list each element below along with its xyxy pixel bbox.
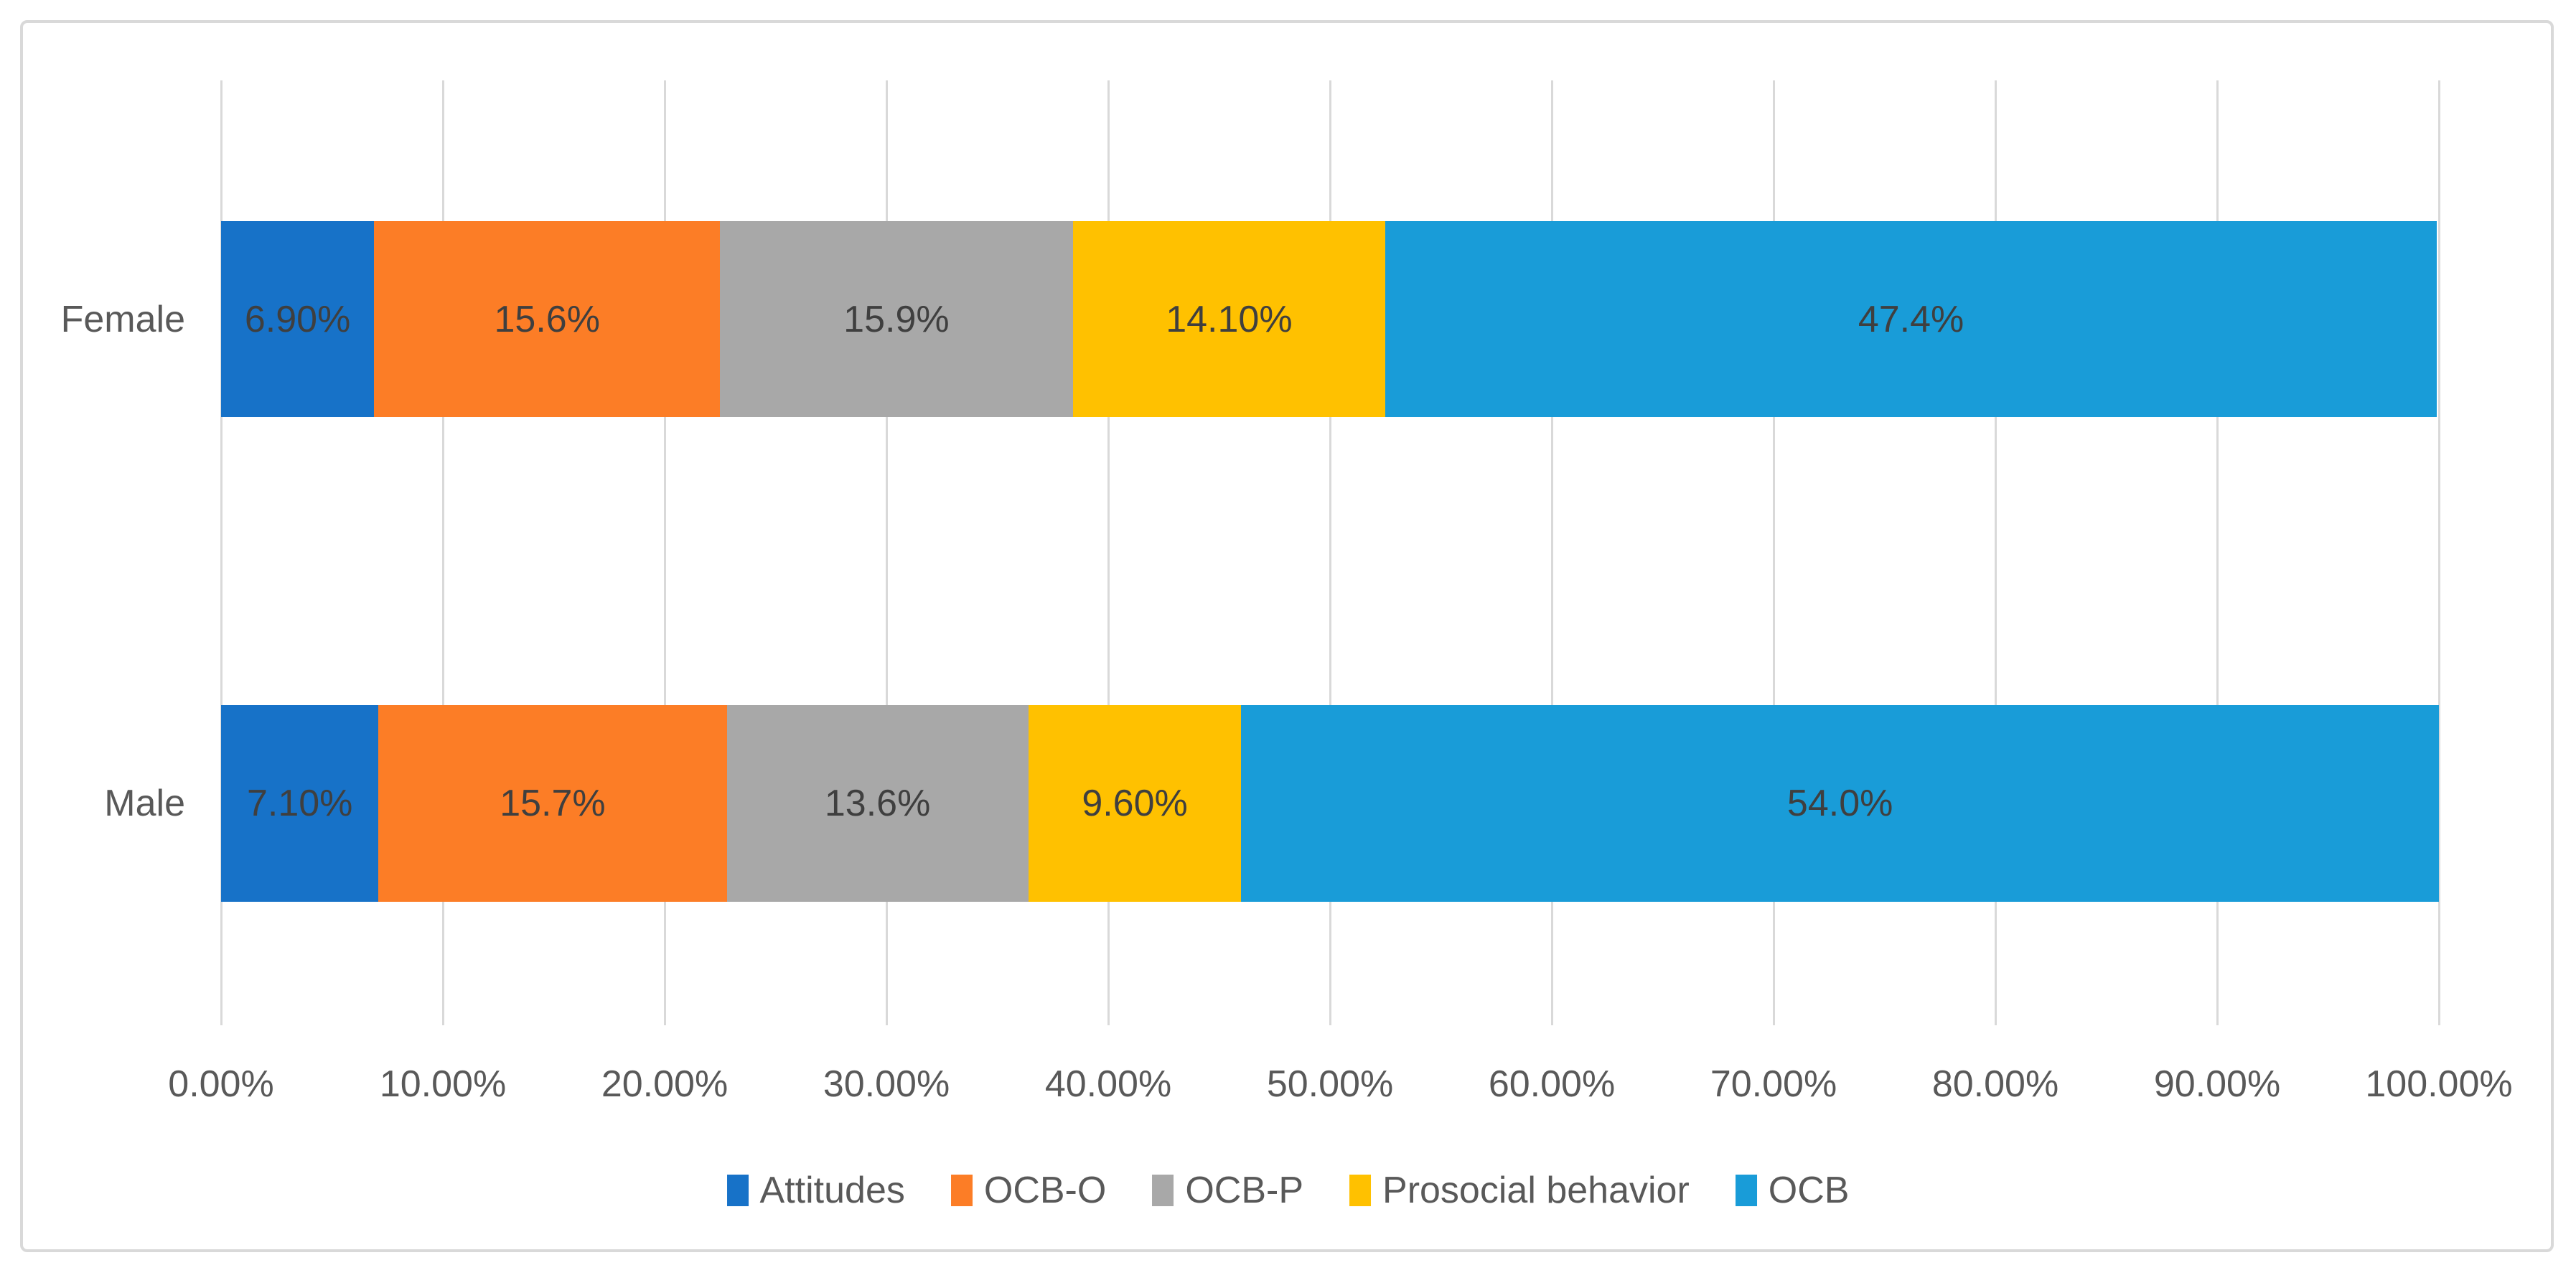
bar-segment-ocb-p: 15.9%	[720, 221, 1073, 417]
bar-segment-ocb: 54.0%	[1241, 705, 2439, 902]
gridline	[886, 80, 888, 1025]
bar-segment-ocb-p: 13.6%	[726, 705, 1029, 902]
legend-label: OCB-O	[983, 1170, 1107, 1211]
gridline	[1329, 80, 1331, 1025]
bar-value-label: 9.60%	[1082, 783, 1188, 824]
bar-segment-attitudes: 6.90%	[221, 221, 375, 417]
legend-item-ocb-p: OCB-P	[1152, 1169, 1303, 1212]
legend-swatch	[1735, 1175, 1757, 1206]
bar-value-label: 15.6%	[494, 298, 600, 340]
x-tick-label: 0.00%	[168, 1063, 274, 1105]
legend-item-ocb: OCB	[1735, 1169, 1850, 1212]
x-tick-label: 100.00%	[2365, 1063, 2513, 1105]
bar-segment-ocb-o: 15.7%	[378, 705, 727, 902]
category-label-female: Female	[60, 298, 185, 340]
legend-label: OCB-P	[1185, 1170, 1304, 1211]
bar-segment-prosocial-behavior: 9.60%	[1028, 705, 1242, 902]
gridline	[1551, 80, 1553, 1025]
gridline	[220, 80, 223, 1025]
gridline	[442, 80, 444, 1025]
bar-value-label: 14.10%	[1166, 298, 1293, 340]
bar-row-male: 7.10% 15.7% 13.6% 9.60% 54.0%	[221, 705, 2439, 902]
legend: Attitudes OCB-O OCB-P Prosocial behavior OCB	[726, 1169, 1850, 1212]
bar-value-label: 15.9%	[843, 298, 950, 340]
legend-swatch	[1349, 1175, 1372, 1206]
legend-label: OCB	[1768, 1170, 1850, 1211]
gridline	[1107, 80, 1110, 1025]
x-tick-label: 40.00%	[1044, 1063, 1172, 1105]
x-tick-label: 50.00%	[1266, 1063, 1394, 1105]
legend-swatch	[1152, 1175, 1174, 1206]
legend-label: Prosocial behavior	[1382, 1170, 1690, 1211]
bar-row-female: 6.90% 15.6% 15.9% 14.10% 47.4%	[221, 221, 2439, 417]
bar-value-label: 15.7%	[500, 783, 606, 824]
bar-segment-prosocial-behavior: 14.10%	[1072, 221, 1386, 417]
plot-area: 6.90% 15.6% 15.9% 14.10% 47.4% 7.10% 15.7% 13.6…	[220, 80, 2440, 1025]
bar-segment-attitudes: 7.10%	[221, 705, 379, 902]
category-label-male: Male	[104, 783, 185, 824]
x-tick-label: 90.00%	[2153, 1063, 2281, 1105]
legend-swatch	[950, 1175, 973, 1206]
legend-label: Attitudes	[759, 1170, 905, 1211]
x-tick-label: 10.00%	[379, 1063, 507, 1105]
bar-value-label: 7.10%	[246, 783, 353, 824]
gridline	[1995, 80, 1997, 1025]
bar-value-label: 6.90%	[244, 298, 351, 340]
x-tick-label: 20.00%	[601, 1063, 729, 1105]
category-axis: Female Male	[0, 80, 221, 1025]
bar-value-label: 47.4%	[1858, 298, 1964, 340]
x-tick-label: 70.00%	[1710, 1063, 1837, 1105]
legend-item-prosocial-behavior: Prosocial behavior	[1349, 1169, 1690, 1212]
bar-segment-ocb-o: 15.6%	[374, 221, 721, 417]
legend-swatch	[726, 1175, 749, 1206]
gridline	[664, 80, 666, 1025]
x-tick-label: 30.00%	[823, 1063, 950, 1105]
x-axis: 0.00% 10.00% 20.00% 30.00% 40.00% 50.00% 60.00…	[168, 1063, 2512, 1113]
gridline	[2216, 80, 2219, 1025]
bar-segment-ocb: 47.4%	[1385, 221, 2437, 417]
gridline	[1773, 80, 1775, 1025]
bar-value-label: 13.6%	[824, 783, 931, 824]
x-tick-label: 80.00%	[1931, 1063, 2059, 1105]
bar-value-label: 54.0%	[1786, 783, 1893, 824]
legend-item-ocb-o: OCB-O	[950, 1169, 1107, 1212]
legend-item-attitudes: Attitudes	[726, 1169, 905, 1212]
gridline	[2438, 80, 2440, 1025]
x-tick-label: 60.00%	[1488, 1063, 1616, 1105]
